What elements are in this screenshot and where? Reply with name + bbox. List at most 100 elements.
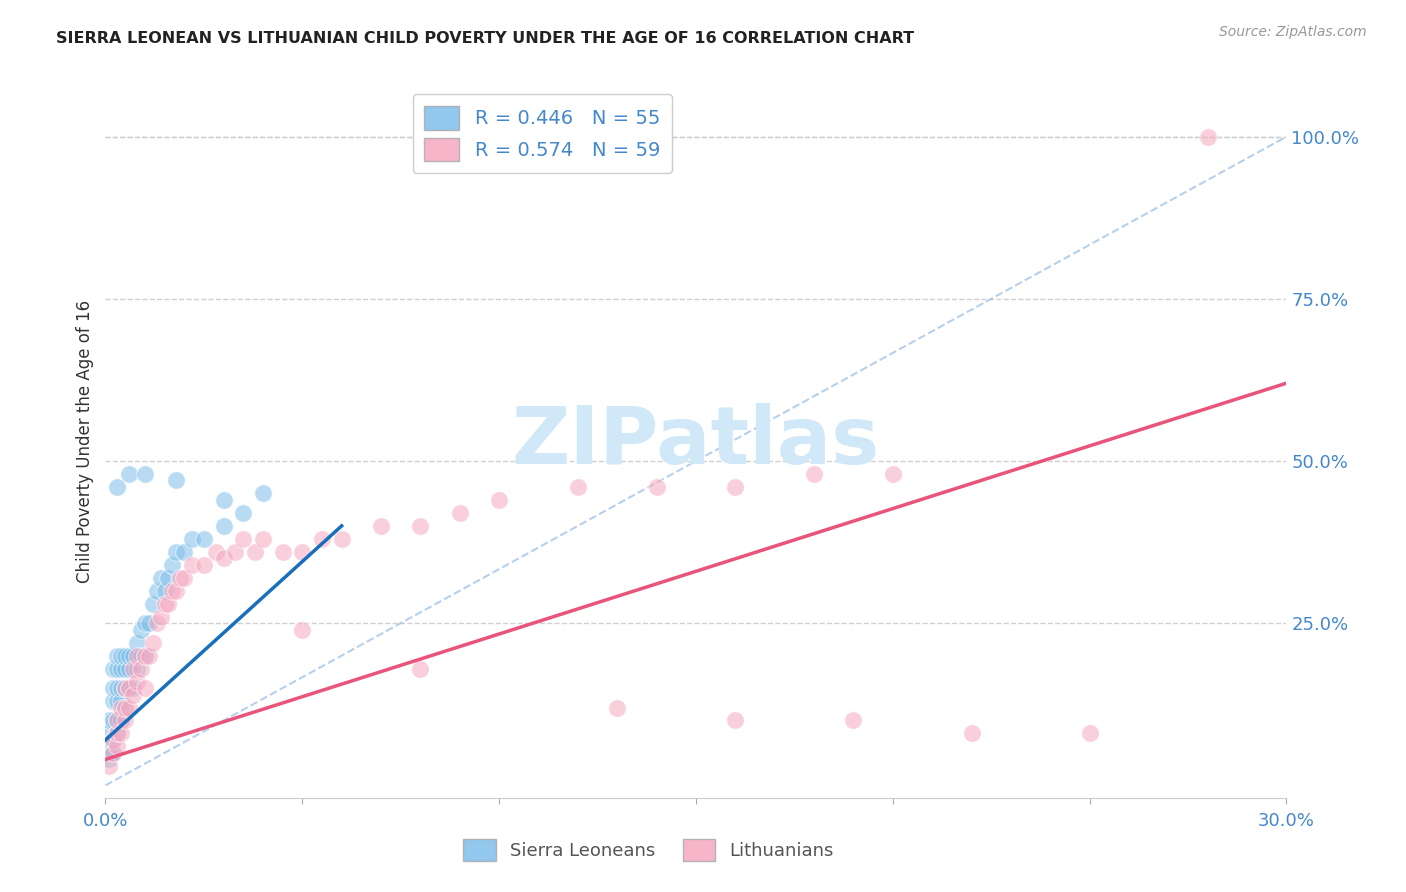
Point bbox=[122, 648, 145, 663]
Point bbox=[105, 714, 128, 728]
Point bbox=[98, 739, 121, 754]
Point bbox=[129, 623, 152, 637]
Point bbox=[125, 662, 148, 676]
Point bbox=[606, 700, 628, 714]
Point bbox=[103, 662, 125, 676]
Point bbox=[118, 648, 141, 663]
Point bbox=[122, 688, 145, 702]
Point bbox=[110, 714, 132, 728]
Point bbox=[103, 746, 125, 760]
Point bbox=[181, 532, 204, 546]
Point bbox=[173, 571, 195, 585]
Point bbox=[149, 571, 172, 585]
Point bbox=[118, 681, 141, 695]
Point bbox=[645, 480, 668, 494]
Point bbox=[114, 700, 136, 714]
Point bbox=[370, 519, 392, 533]
Point bbox=[960, 726, 983, 740]
Point bbox=[142, 597, 165, 611]
Point bbox=[142, 635, 165, 649]
Point bbox=[110, 662, 132, 676]
Point bbox=[169, 571, 191, 585]
Point bbox=[157, 571, 180, 585]
Point bbox=[103, 681, 125, 695]
Text: Source: ZipAtlas.com: Source: ZipAtlas.com bbox=[1219, 25, 1367, 39]
Point bbox=[105, 726, 128, 740]
Point bbox=[114, 648, 136, 663]
Point bbox=[162, 558, 184, 572]
Point bbox=[110, 681, 132, 695]
Point bbox=[567, 480, 589, 494]
Point bbox=[224, 545, 246, 559]
Point bbox=[488, 492, 510, 507]
Point bbox=[842, 714, 865, 728]
Point bbox=[173, 545, 195, 559]
Point bbox=[114, 681, 136, 695]
Point bbox=[145, 616, 167, 631]
Point bbox=[311, 532, 333, 546]
Point bbox=[449, 506, 471, 520]
Point bbox=[212, 492, 235, 507]
Point bbox=[98, 752, 121, 766]
Point bbox=[110, 648, 132, 663]
Legend: Sierra Leoneans, Lithuanians: Sierra Leoneans, Lithuanians bbox=[456, 831, 841, 868]
Point bbox=[138, 616, 160, 631]
Point bbox=[110, 700, 132, 714]
Point bbox=[181, 558, 204, 572]
Point bbox=[110, 726, 132, 740]
Point bbox=[134, 648, 156, 663]
Point bbox=[105, 648, 128, 663]
Point bbox=[204, 545, 226, 559]
Point bbox=[103, 746, 125, 760]
Point bbox=[157, 597, 180, 611]
Point bbox=[291, 623, 314, 637]
Point bbox=[134, 681, 156, 695]
Point bbox=[114, 714, 136, 728]
Point bbox=[105, 662, 128, 676]
Point bbox=[129, 662, 152, 676]
Point bbox=[271, 545, 294, 559]
Point bbox=[232, 506, 254, 520]
Point bbox=[105, 681, 128, 695]
Point bbox=[125, 635, 148, 649]
Point bbox=[162, 583, 184, 598]
Point bbox=[409, 662, 432, 676]
Y-axis label: Child Poverty Under the Age of 16: Child Poverty Under the Age of 16 bbox=[76, 300, 94, 583]
Point bbox=[193, 532, 215, 546]
Point bbox=[252, 532, 274, 546]
Point bbox=[98, 726, 121, 740]
Point bbox=[134, 648, 156, 663]
Point bbox=[105, 480, 128, 494]
Point bbox=[122, 662, 145, 676]
Point bbox=[118, 700, 141, 714]
Point bbox=[232, 532, 254, 546]
Point bbox=[118, 467, 141, 481]
Point bbox=[110, 694, 132, 708]
Point bbox=[114, 662, 136, 676]
Point bbox=[153, 597, 176, 611]
Point bbox=[103, 733, 125, 747]
Point bbox=[103, 694, 125, 708]
Point bbox=[212, 519, 235, 533]
Point bbox=[330, 532, 353, 546]
Point bbox=[114, 681, 136, 695]
Point bbox=[105, 694, 128, 708]
Point bbox=[153, 583, 176, 598]
Point bbox=[122, 681, 145, 695]
Point bbox=[1078, 726, 1101, 740]
Point bbox=[409, 519, 432, 533]
Point bbox=[145, 583, 167, 598]
Text: ZIPatlas: ZIPatlas bbox=[512, 402, 880, 481]
Point bbox=[291, 545, 314, 559]
Point bbox=[882, 467, 904, 481]
Text: SIERRA LEONEAN VS LITHUANIAN CHILD POVERTY UNDER THE AGE OF 16 CORRELATION CHART: SIERRA LEONEAN VS LITHUANIAN CHILD POVER… bbox=[56, 31, 914, 46]
Point bbox=[105, 726, 128, 740]
Point bbox=[252, 486, 274, 500]
Point bbox=[212, 551, 235, 566]
Point bbox=[105, 714, 128, 728]
Point bbox=[165, 545, 187, 559]
Point bbox=[165, 583, 187, 598]
Point bbox=[803, 467, 825, 481]
Point bbox=[138, 648, 160, 663]
Point bbox=[193, 558, 215, 572]
